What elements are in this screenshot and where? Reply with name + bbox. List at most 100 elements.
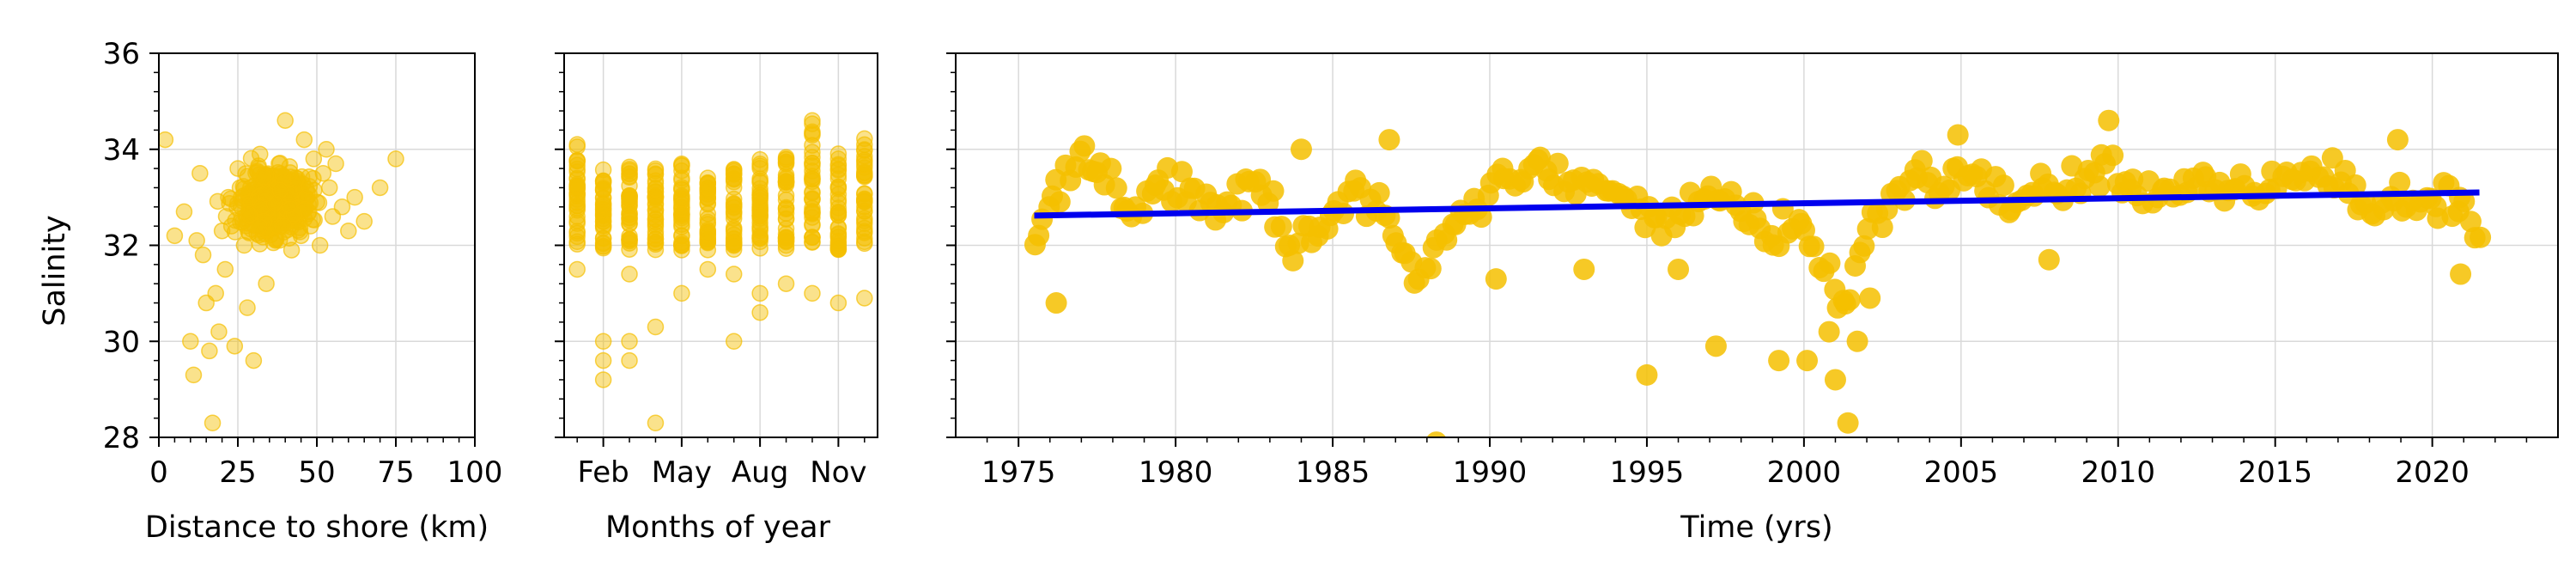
data-point xyxy=(340,222,357,240)
data-point xyxy=(1819,252,1841,274)
data-point xyxy=(856,142,873,160)
data-point xyxy=(699,260,717,278)
data-point xyxy=(568,235,586,253)
data-point xyxy=(621,189,638,207)
data-point xyxy=(856,203,873,220)
data-point xyxy=(673,191,690,208)
data-point xyxy=(1947,124,1969,146)
x-axis-label-time: Time (yrs) xyxy=(1680,510,1832,545)
data-point xyxy=(182,333,199,350)
data-point xyxy=(1105,177,1127,199)
data-point xyxy=(673,179,690,196)
y-tick-label: 30 xyxy=(103,325,140,359)
data-point xyxy=(673,162,690,180)
data-point xyxy=(175,203,193,221)
data-point xyxy=(568,175,586,193)
data-point xyxy=(751,172,769,190)
data-point xyxy=(699,210,717,228)
time-series-panel: 1975 1980 1985 1990 1995 2000 2005 2010 2015 2020 xyxy=(946,52,2559,490)
data-point xyxy=(226,338,244,355)
data-point xyxy=(568,136,586,153)
data-point xyxy=(856,156,873,174)
data-point xyxy=(777,150,795,168)
data-point xyxy=(568,156,586,174)
data-point xyxy=(647,172,665,190)
data-point xyxy=(296,200,313,218)
data-point xyxy=(673,284,690,302)
data-point xyxy=(804,234,821,251)
x-tick-label: 1995 xyxy=(1610,455,1685,490)
data-point xyxy=(725,236,743,253)
data-point xyxy=(647,241,665,259)
data-point xyxy=(804,149,821,166)
data-point xyxy=(621,206,638,223)
data-point xyxy=(1846,330,1868,352)
data-point xyxy=(621,165,638,182)
x-tick-label: 50 xyxy=(298,455,335,490)
data-point xyxy=(306,211,323,229)
data-point xyxy=(239,299,256,316)
data-point xyxy=(1048,191,1071,213)
data-point xyxy=(673,216,690,233)
data-point xyxy=(2470,226,2492,248)
data-point xyxy=(191,164,209,182)
data-point xyxy=(777,186,795,205)
data-point xyxy=(2098,109,2120,131)
x-tick-label: 2000 xyxy=(1767,455,1842,490)
data-point xyxy=(1853,235,1875,257)
data-point xyxy=(311,236,329,254)
data-point xyxy=(777,200,795,217)
data-point xyxy=(725,161,743,178)
data-point xyxy=(1793,219,1815,241)
x-tick-label: 2020 xyxy=(2395,455,2470,490)
data-point xyxy=(751,207,769,224)
data-point xyxy=(2386,129,2409,151)
data-point xyxy=(594,212,612,230)
data-point xyxy=(1837,412,1859,434)
data-point xyxy=(251,218,268,235)
y-tick-label: 32 xyxy=(103,229,140,264)
data-point xyxy=(257,190,275,208)
data-point xyxy=(1824,369,1846,391)
data-point xyxy=(804,191,821,208)
y-tick-label: 28 xyxy=(103,421,140,455)
data-point xyxy=(1871,217,1893,239)
data-point xyxy=(1426,431,1446,437)
data-point xyxy=(673,236,690,253)
x-axis-label-distance: Distance to shore (km) xyxy=(145,510,489,545)
data-points xyxy=(159,112,404,431)
data-point xyxy=(725,333,743,350)
data-point xyxy=(387,150,404,168)
data-point xyxy=(2038,248,2060,271)
data-point xyxy=(251,235,269,253)
data-point xyxy=(188,232,205,249)
x-axis-label-months: Months of year xyxy=(605,510,831,545)
data-point xyxy=(1470,206,1492,229)
data-point xyxy=(804,112,821,129)
data-point xyxy=(829,191,848,209)
data-point xyxy=(856,186,873,203)
data-point xyxy=(320,179,338,197)
data-point xyxy=(2344,174,2366,196)
data-point xyxy=(305,150,323,168)
data-point xyxy=(1170,161,1193,183)
data-point xyxy=(2088,175,2111,198)
data-point xyxy=(804,284,821,302)
x-tick-label: 0 xyxy=(149,455,168,490)
data-point xyxy=(1911,150,1933,172)
data-point xyxy=(1485,268,1507,290)
data-point xyxy=(829,294,848,312)
data-point xyxy=(621,333,638,350)
data-point xyxy=(327,155,344,173)
data-point xyxy=(1802,235,1825,258)
data-point xyxy=(2453,190,2476,212)
data-point xyxy=(751,240,769,257)
data-point xyxy=(647,206,665,223)
data-point xyxy=(1636,363,1658,386)
data-point xyxy=(647,211,665,228)
data-point xyxy=(289,222,307,239)
x-tick-label: 1980 xyxy=(1139,455,1213,490)
data-point xyxy=(355,212,373,230)
data-point xyxy=(201,342,218,360)
x-tick-label: 100 xyxy=(447,455,503,490)
